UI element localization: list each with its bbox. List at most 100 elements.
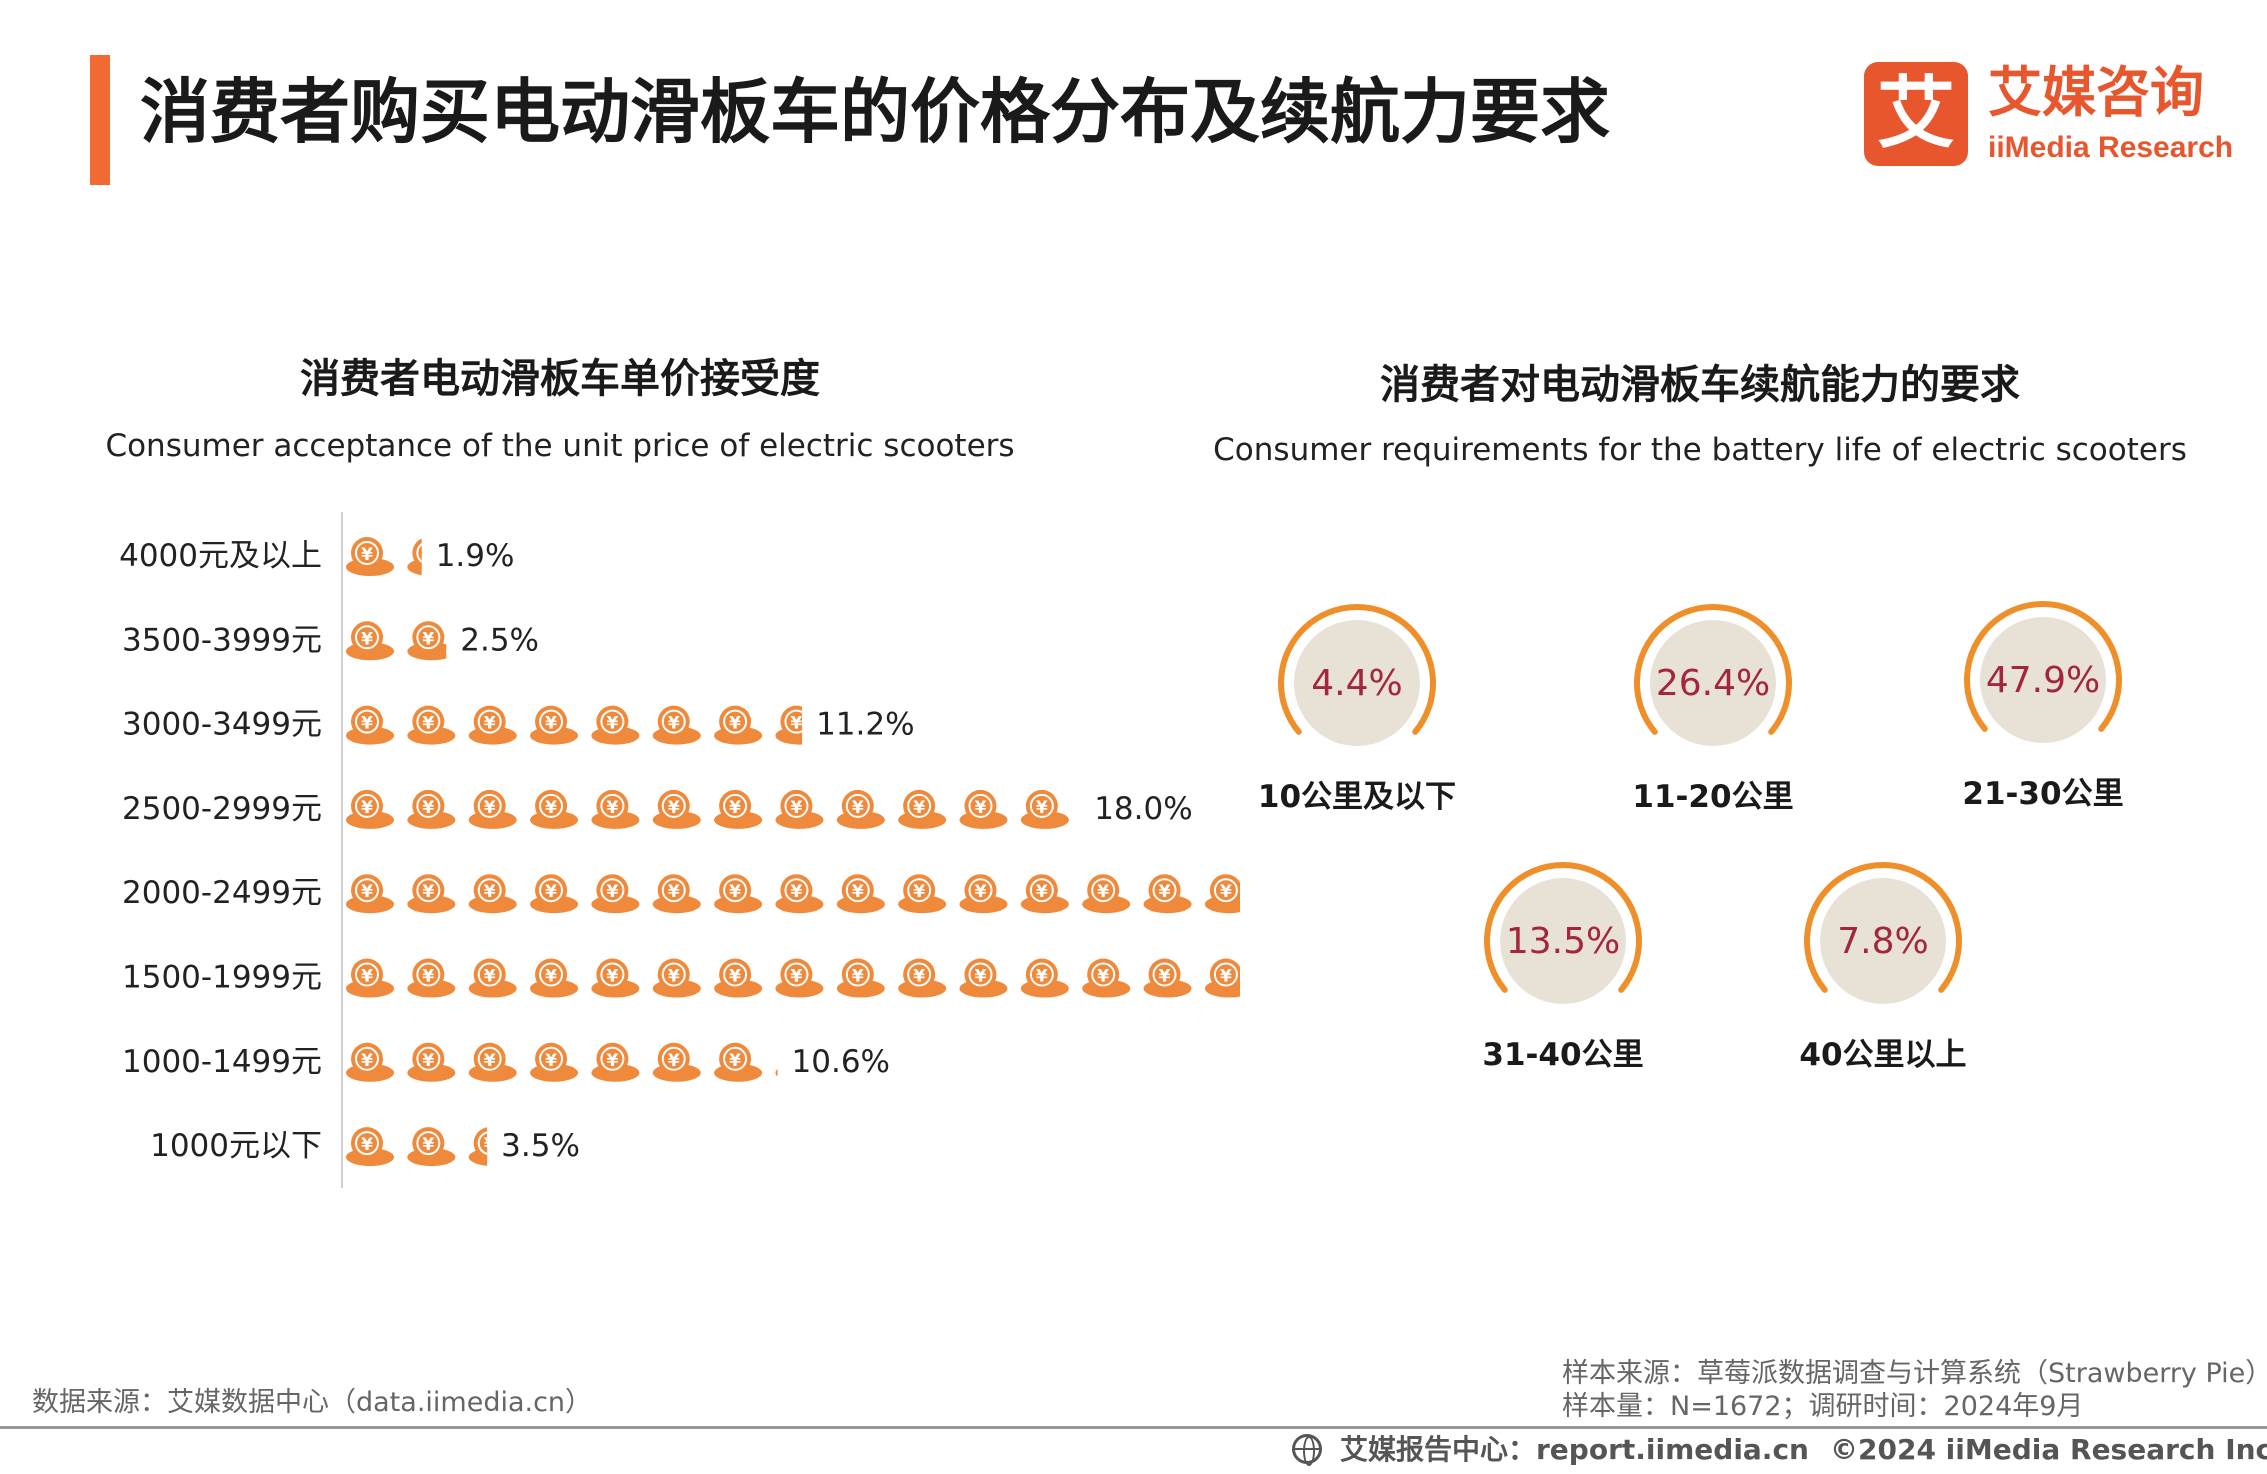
yuan-coin-icon: ¥ bbox=[1082, 874, 1131, 914]
range-category-label: 21-30公里 bbox=[1962, 776, 2123, 812]
yuan-coin-icon: ¥ bbox=[407, 958, 456, 998]
yuan-coin-icon: ¥ bbox=[346, 621, 394, 661]
svg-text:¥: ¥ bbox=[545, 967, 557, 987]
yuan-coin-icon: ¥ bbox=[714, 958, 763, 998]
range-ring-fill bbox=[1294, 620, 1420, 746]
yuan-coin-icon: ¥ bbox=[407, 705, 456, 745]
svg-text:¥: ¥ bbox=[422, 798, 434, 818]
svg-text:¥: ¥ bbox=[1220, 882, 1232, 902]
sample-source-note: 样本来源：草莓派数据调查与计算系统（Strawberry Pie） bbox=[1562, 1358, 2267, 1389]
report-center-link[interactable]: 艾媒报告中心：report.iimedia.cn bbox=[1340, 1433, 1809, 1466]
yuan-coin-icon: ¥ bbox=[407, 621, 447, 661]
yuan-coin-icon: ¥ bbox=[591, 958, 640, 998]
price-bar-row: 1500-1999元¥¥¥¥¥¥¥¥¥¥¥¥¥¥¥¥¥24.3% bbox=[122, 958, 1240, 998]
yuan-coin-icon: ¥ bbox=[1082, 958, 1131, 998]
range-ring-fill bbox=[1820, 878, 1946, 1004]
yuan-coin-icon: ¥ bbox=[1204, 874, 1240, 914]
yuan-coin-icon: ¥ bbox=[836, 958, 885, 998]
price-bar-row: 1000元以下 ¥ ¥ ¥3.5% bbox=[150, 1127, 580, 1167]
range-category-label: 40公里以上 bbox=[1799, 1037, 1966, 1073]
range-ring-arc bbox=[1804, 862, 1962, 993]
brand-name-en: iiMedia Research bbox=[1988, 131, 2234, 164]
price-bar: ¥ ¥ bbox=[346, 537, 434, 576]
price-value-label: 11.2% bbox=[816, 707, 914, 743]
yuan-coin-icon: ¥ bbox=[959, 789, 1008, 829]
title-accent-bar bbox=[90, 55, 110, 185]
svg-text:¥: ¥ bbox=[422, 967, 434, 987]
copyright-text: ©2024 iiMedia Research Inc bbox=[1830, 1433, 2267, 1466]
yuan-coin-icon: ¥ bbox=[346, 958, 394, 998]
svg-text:¥: ¥ bbox=[668, 967, 680, 987]
range-ring-arc bbox=[1484, 862, 1642, 993]
svg-text:¥: ¥ bbox=[484, 1051, 496, 1071]
price-category-label: 3000-3499元 bbox=[122, 707, 322, 743]
range-ring-arc bbox=[1634, 604, 1792, 735]
yuan-coin-icon: ¥ bbox=[652, 874, 701, 914]
svg-text:¥: ¥ bbox=[545, 714, 557, 734]
svg-text:¥: ¥ bbox=[852, 798, 864, 818]
yuan-coin-icon: ¥ bbox=[1020, 958, 1069, 998]
svg-text:¥: ¥ bbox=[975, 798, 987, 818]
price-bar: ¥ ¥ ¥ ¥ ¥ ¥ ¥ ¥ bbox=[346, 1042, 778, 1082]
yuan-coin-icon: ¥ bbox=[652, 958, 701, 998]
price-bar-row: 2000-2499元¥¥¥¥¥¥¥¥¥¥¥¥¥¥¥¥¥¥¥28.0% bbox=[122, 874, 1240, 914]
svg-text:¥: ¥ bbox=[484, 1135, 496, 1155]
svg-text:¥: ¥ bbox=[668, 882, 680, 902]
svg-text:¥: ¥ bbox=[545, 882, 557, 902]
svg-text:¥: ¥ bbox=[1159, 967, 1171, 987]
yuan-coin-icon: ¥ bbox=[898, 874, 947, 914]
svg-text:¥: ¥ bbox=[791, 882, 803, 902]
svg-text:¥: ¥ bbox=[422, 545, 434, 565]
svg-text:¥: ¥ bbox=[545, 1051, 557, 1071]
yuan-coin-icon: ¥ bbox=[346, 1042, 394, 1082]
svg-text:¥: ¥ bbox=[852, 882, 864, 902]
svg-text:¥: ¥ bbox=[913, 967, 925, 987]
brand-logo: 艾 艾媒咨询 iiMedia Research bbox=[1864, 62, 2244, 172]
yuan-coin-icon: ¥ bbox=[775, 958, 824, 998]
yuan-coin-icon: ¥ bbox=[346, 789, 394, 829]
svg-text:¥: ¥ bbox=[729, 967, 741, 987]
yuan-coin-icon: ¥ bbox=[530, 1042, 579, 1082]
range-ring-chart: 4.4% 10公里及以下 26.4% 11-20公里 47.9% 21-30公里 13.5%… bbox=[1258, 601, 2124, 1073]
price-chart-subtitle: Consumer acceptance of the unit price of… bbox=[105, 428, 1015, 464]
svg-text:¥: ¥ bbox=[668, 714, 680, 734]
range-value-label: 26.4% bbox=[1656, 663, 1770, 704]
yuan-coin-icon: ¥ bbox=[652, 789, 701, 829]
price-bar-row: 4000元及以上 ¥ ¥1.9% bbox=[119, 537, 514, 576]
svg-text:¥: ¥ bbox=[668, 1051, 680, 1071]
yuan-coin-icon: ¥ bbox=[775, 789, 824, 829]
price-value-label: 10.6% bbox=[792, 1044, 890, 1080]
svg-text:¥: ¥ bbox=[422, 714, 434, 734]
svg-text:¥: ¥ bbox=[729, 798, 741, 818]
yuan-coin-icon: ¥ bbox=[346, 705, 394, 745]
yuan-coin-icon: ¥ bbox=[714, 789, 763, 829]
svg-text:¥: ¥ bbox=[1220, 967, 1232, 987]
svg-text:¥: ¥ bbox=[606, 882, 618, 902]
svg-text:¥: ¥ bbox=[791, 714, 803, 734]
range-ring-arc bbox=[1278, 604, 1436, 735]
svg-text:¥: ¥ bbox=[606, 1051, 618, 1071]
range-value-label: 13.5% bbox=[1506, 921, 1620, 962]
range-category-label: 31-40公里 bbox=[1482, 1037, 1643, 1073]
yuan-coin-icon: ¥ bbox=[407, 874, 456, 914]
svg-text:¥: ¥ bbox=[361, 1051, 373, 1071]
yuan-coin-icon: ¥ bbox=[530, 789, 579, 829]
price-bar-row: 3000-3499元 ¥ ¥ ¥ ¥ ¥ ¥ ¥ ¥11.2% bbox=[122, 705, 915, 745]
range-value-label: 4.4% bbox=[1311, 663, 1402, 704]
globe-icon bbox=[1292, 1434, 1322, 1466]
yuan-coin-icon: ¥ bbox=[468, 705, 517, 745]
svg-text:¥: ¥ bbox=[791, 798, 803, 818]
price-category-label: 1000-1499元 bbox=[122, 1044, 322, 1080]
yuan-coin-icon: ¥ bbox=[530, 874, 579, 914]
svg-text:¥: ¥ bbox=[1036, 967, 1048, 987]
yuan-coin-icon: ¥ bbox=[836, 789, 885, 829]
svg-text:¥: ¥ bbox=[729, 882, 741, 902]
yuan-coin-icon: ¥ bbox=[959, 958, 1008, 998]
yuan-coin-icon: ¥ bbox=[468, 874, 517, 914]
svg-text:¥: ¥ bbox=[913, 882, 925, 902]
yuan-coin-icon: ¥ bbox=[714, 1042, 763, 1082]
price-pictogram-chart: 4000元及以上 ¥ ¥1.9%3500-3999元 ¥ ¥2.5%3000-3499元… bbox=[119, 512, 1240, 1188]
svg-text:¥: ¥ bbox=[606, 798, 618, 818]
sample-size-note: 样本量：N=1672；调研时间：2024年9月 bbox=[1562, 1391, 2084, 1422]
range-category-label: 11-20公里 bbox=[1632, 779, 1793, 815]
